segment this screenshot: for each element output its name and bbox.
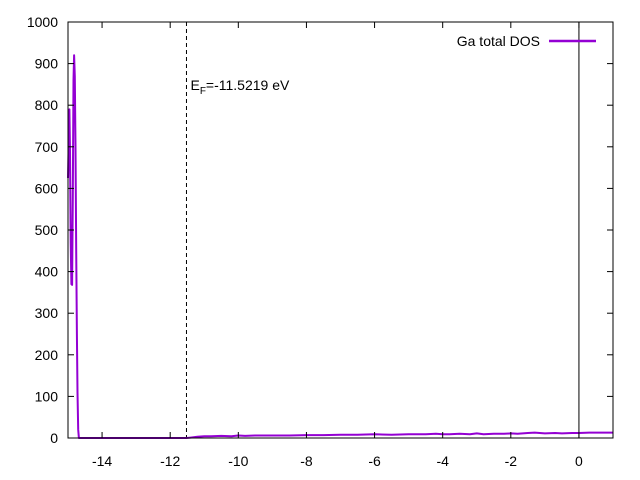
- y-tick-label: 300: [35, 305, 59, 321]
- series-line-ga-total-dos: [67, 54, 613, 439]
- y-tick-label: 100: [35, 388, 59, 404]
- x-tick-label: -4: [436, 453, 449, 469]
- y-tick-label: 0: [50, 430, 58, 446]
- y-tick-label: 400: [35, 264, 59, 280]
- x-tick-label: -6: [368, 453, 381, 469]
- y-tick-label: 700: [35, 139, 59, 155]
- x-tick-label: -12: [160, 453, 180, 469]
- fermi-label-sub: F: [200, 86, 206, 97]
- plot-data-layer: [67, 22, 613, 439]
- y-tick-label: 600: [35, 180, 59, 196]
- y-tick-label: 1000: [27, 14, 58, 30]
- fermi-level-label: EF=-11.5219 eV: [190, 77, 290, 97]
- y-tick-label: 200: [35, 347, 59, 363]
- axis-ticks: -14 -12 -10 -8 -6 -4 -2 0 0 100 200 300 400 500 600 700…: [27, 14, 613, 469]
- fermi-label-main: E: [190, 77, 199, 93]
- y-tick-label: 800: [35, 97, 59, 113]
- x-tick-label: -2: [505, 453, 518, 469]
- fermi-label-rest: =-11.5219 eV: [206, 77, 290, 93]
- y-tick-label: 500: [35, 222, 59, 238]
- x-tick-label: -14: [92, 453, 112, 469]
- legend-label-ga-total-dos: Ga total DOS: [457, 33, 540, 49]
- x-tick-label: -8: [300, 453, 313, 469]
- x-tick-label: 0: [575, 453, 583, 469]
- plot-frame: [67, 21, 614, 439]
- legend: Ga total DOS: [457, 33, 596, 49]
- y-tick-label: 900: [35, 56, 59, 72]
- x-tick-label: -10: [228, 453, 248, 469]
